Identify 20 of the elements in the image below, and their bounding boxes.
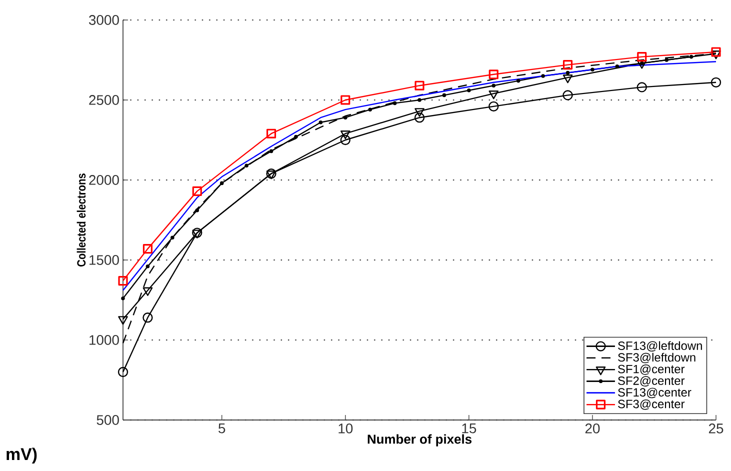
x-tick-label: 10 (338, 424, 353, 434)
x-tick-label: 15 (462, 424, 476, 434)
legend-label: SF3@center (618, 399, 685, 410)
x-tick-label: 20 (585, 424, 600, 434)
y-tick-label: 500 (96, 415, 119, 425)
x-tick-label: 5 (218, 424, 226, 434)
legend-label: SF1@center (618, 364, 685, 375)
y-tick-label: 2500 (89, 95, 119, 105)
legend-label: SF13@center (618, 388, 692, 398)
legend-label: SF2@center (618, 376, 685, 386)
text: mV) (6, 448, 37, 464)
y-axis-title: Collected electrons (76, 174, 86, 266)
x-tick-label: 25 (708, 424, 724, 434)
y-tick-label: 1500 (90, 255, 119, 265)
y-tick-label: 3000 (88, 15, 119, 25)
legend-label: SF3@leftdown (618, 352, 696, 364)
y-tick-label: 2000 (89, 175, 119, 185)
x-axis-title: Number of pixels (368, 434, 472, 446)
legend-label: SF13@leftdown (618, 341, 702, 352)
y-tick-label: 1000 (90, 335, 119, 345)
